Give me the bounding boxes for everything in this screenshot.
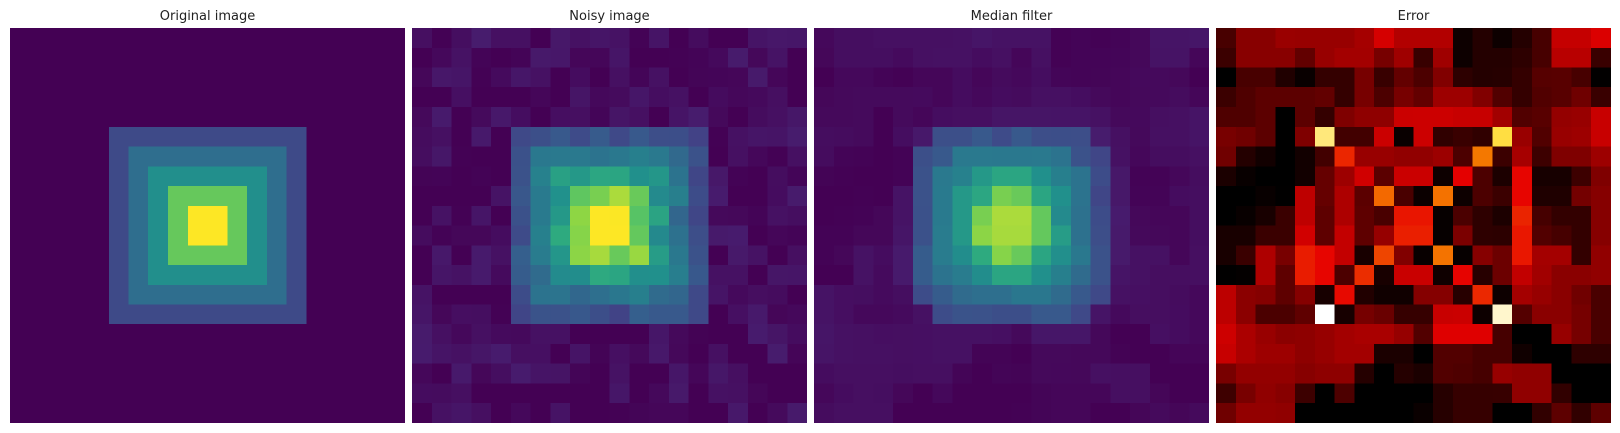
panel-title: Error	[1397, 9, 1430, 24]
panel-error: Error	[1216, 6, 1611, 423]
original-image	[10, 28, 405, 423]
error-map	[1216, 28, 1611, 423]
noisy-image	[412, 28, 807, 423]
panel-title: Noisy image	[569, 9, 650, 24]
panel-title: Median filter	[970, 9, 1053, 24]
panel-original: Original image	[10, 6, 405, 423]
panel-title: Original image	[159, 9, 256, 24]
panel-median: Median filter	[814, 6, 1209, 423]
median-filtered-image	[814, 28, 1209, 423]
panel-noisy: Noisy image	[412, 6, 807, 423]
